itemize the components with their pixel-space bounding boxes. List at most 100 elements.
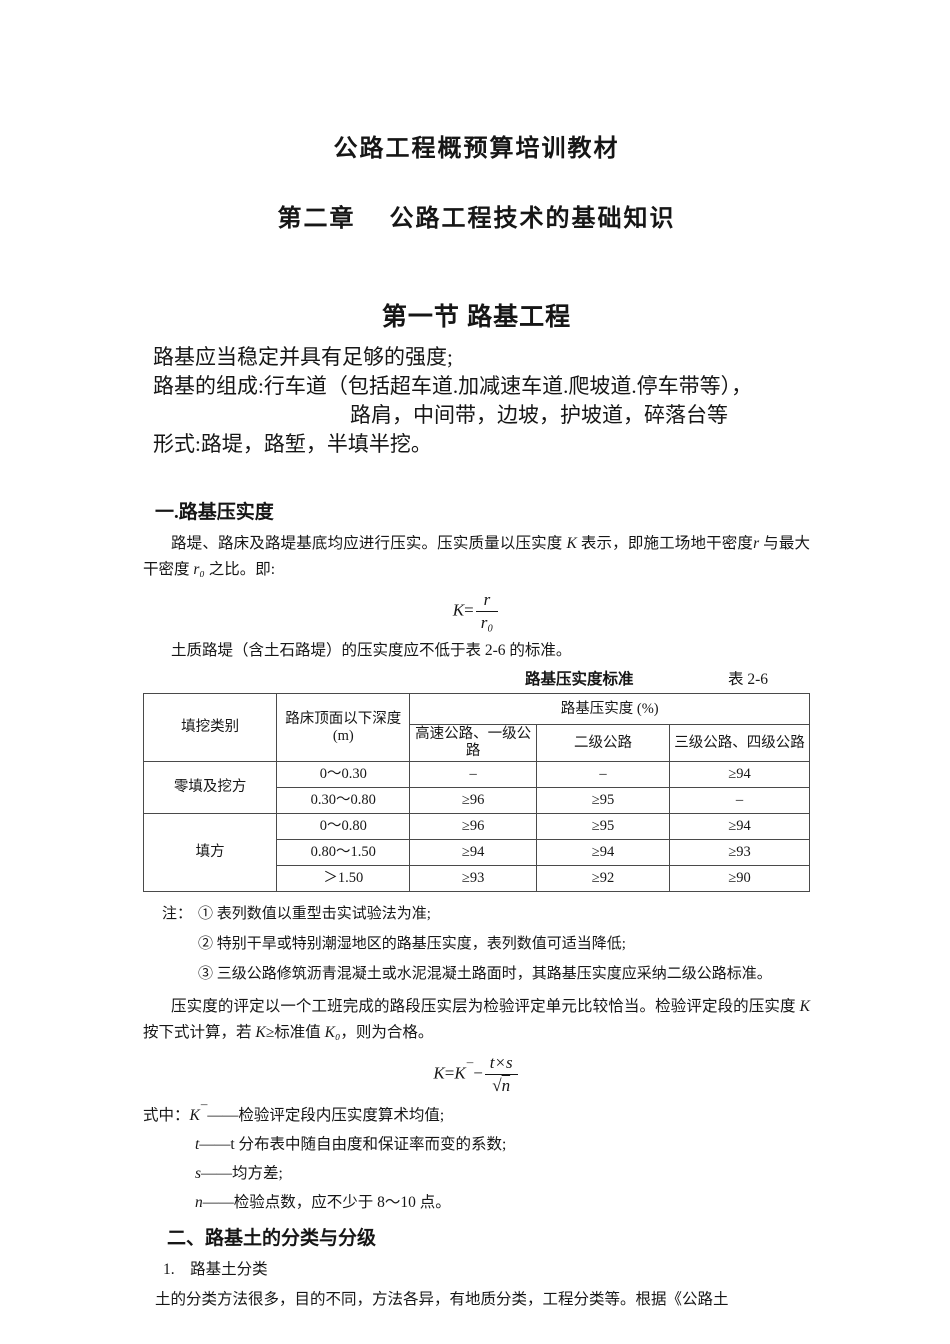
intro-line-1: 路基应当稳定并具有足够的强度;	[153, 345, 453, 369]
table-row: 填方 0～0.80 ≥96 ≥95 ≥94	[142, 813, 810, 892]
cell-value: ≥95	[535, 813, 671, 840]
th-compaction-group: 路基压实度 (%)	[409, 693, 810, 725]
table-caption-row: 路基压实度标准 表 2-6	[143, 669, 810, 691]
table-row: ＞1.50 ≥93 ≥92 ≥90	[144, 865, 810, 892]
table-notes: 注： ① 表列数值以重型击实试验法为准; ② 特别干旱或特别潮湿地区的路基压实度，…	[162, 899, 810, 989]
table-row: 零填及挖方 0～0.30 – – ≥94	[142, 761, 810, 814]
var-K: K	[799, 998, 810, 1015]
compaction-standard-table: 填挖类别 路床顶面以下深度 (m) 路基压实度 (%) 高速公路、一级公路 二级…	[142, 693, 810, 892]
intro-line-4: 形式:路堤，路堑，半填半挖。	[153, 432, 432, 456]
fraction-numerator: t×s	[484, 1053, 518, 1075]
where-label: 式中：	[143, 1107, 190, 1124]
table-row: 0.80～1.50 ≥94 ≥94 ≥93	[144, 839, 810, 866]
var-K: K	[255, 1024, 266, 1041]
cell-value: ≥94	[535, 839, 671, 866]
th-grade2: 二级公路	[535, 724, 671, 762]
cell-value: ≥96	[409, 813, 537, 840]
fraction-numerator: r	[475, 590, 499, 612]
intro-block: 路基应当稳定并具有足够的强度; 路基的组成:行车道（包括超车道.加减速车道.爬坡…	[153, 343, 810, 459]
formula-terms: 式中：K¯——检验评定段内压实度算术均值; t——t 分布表中随自由度和保证率而…	[143, 1101, 810, 1217]
table-caption: 路基压实度标准	[525, 671, 634, 688]
term-var: s	[195, 1165, 202, 1182]
document-content: 公路工程概预算培训教材 第二章 公路工程技术的基础知识 第一节 路基工程 路基应…	[142, 136, 810, 1313]
heading-compaction: 一.路基压实度	[155, 502, 274, 523]
cell-value: ≥96	[409, 787, 537, 814]
para-text: 路堤、路床及路堤基底均应进行压实。压实质量以压实度	[171, 535, 567, 552]
cell-value: –	[669, 787, 810, 814]
note-line-1: 注： ① 表列数值以重型击实试验法为准;	[162, 899, 810, 929]
note-label: 注：	[162, 906, 193, 922]
para-text: 之比。即:	[204, 561, 275, 578]
cell-value: ≥95	[535, 787, 671, 814]
macron-bar: ¯	[200, 1101, 208, 1117]
evaluation-paragraph: 压实度的评定以一个工班完成的路段压实层为检验评定单元比较恰当。检验评定段的压实度…	[143, 994, 810, 1046]
term-var: K	[189, 1107, 200, 1124]
equals-sign: =	[444, 1063, 455, 1083]
fraction-denominator: √n	[485, 1075, 518, 1096]
cell-category: 填方	[142, 813, 278, 892]
classification-paragraph: 土的分类方法很多，目的不同，方法各异，有地质分类，工程分类等。根据《公路土	[155, 1291, 729, 1308]
para-text: 压实度的评定以一个工班完成的路段压实层为检验评定单元比较恰当。检验评定段的压实度	[171, 998, 800, 1015]
cell-value: ≥94	[409, 839, 537, 866]
section-title: 第一节 路基工程	[381, 304, 572, 331]
cell-depth: ＞1.50	[276, 865, 411, 892]
doc-title: 公路工程概预算培训教材	[333, 136, 620, 162]
table-intro-paragraph: 土质路堤（含土石路堤）的压实度应不低于表 2-6 的标准。	[171, 642, 572, 659]
cell-value: ≥92	[535, 865, 671, 892]
var-r: r	[753, 535, 760, 552]
cell-depth: 0.80～1.50	[276, 839, 411, 866]
term-desc: ——检验点数，应不少于 8～10 点。	[202, 1194, 451, 1211]
cell-category: 零填及挖方	[142, 761, 278, 814]
term-var: n	[195, 1194, 203, 1211]
var-K0: K₀	[324, 1024, 341, 1041]
formula-k-ratio: K= r r₀	[143, 590, 810, 633]
cell-value: –	[409, 761, 537, 788]
para-text: ≥标准值	[265, 1024, 325, 1041]
th-depth: 路床顶面以下深度 (m)	[276, 693, 411, 762]
subheading-soil-types: 1. 路基土分类	[163, 1261, 268, 1278]
para-text: 表示，即施工场地干密度	[576, 535, 754, 552]
heading-soil-classification: 二、路基土的分类与分级	[167, 1228, 377, 1249]
term-line-3: s——均方差;	[143, 1159, 810, 1188]
intro-line-3: 路肩，中间带，边坡，护坡道，碎落台等	[350, 403, 728, 427]
formula-lhs: K	[452, 600, 465, 620]
term-line-4: n——检验点数，应不少于 8～10 点。	[143, 1188, 810, 1217]
fraction-denominator: r₀	[480, 613, 494, 632]
cell-value: ≥94	[669, 761, 810, 788]
var-n: n	[501, 1076, 511, 1095]
formula-lhs: K	[433, 1063, 445, 1083]
para-text: 按下式计算，若	[143, 1024, 256, 1041]
th-fill-type: 填挖类别	[142, 693, 278, 762]
formula-k-evaluation: K=K¯− t×s √n	[143, 1053, 810, 1096]
var-K: K	[566, 535, 577, 552]
para-text: ，则为合格。	[340, 1024, 434, 1041]
fraction: t×s √n	[484, 1053, 518, 1096]
cell-value: ≥90	[669, 865, 810, 892]
th-grade34: 三级公路、四级公路	[669, 724, 810, 762]
cell-value: ≥93	[409, 865, 537, 892]
intro-line-2: 路基的组成:行车道（包括超车道.加减速车道.爬坡道.停车带等），	[153, 374, 753, 398]
note-item: ① 表列数值以重型击实试验法为准;	[198, 906, 431, 922]
compaction-paragraph: 路堤、路床及路堤基底均应进行压实。压实质量以压实度 K 表示，即施工场地干密度r…	[143, 531, 810, 583]
radical-sign: √	[492, 1076, 502, 1095]
var-r0: r₀	[193, 561, 205, 578]
note-line-2: ② 特别干旱或特别潮湿地区的路基压实度，表列数值可适当降低;	[198, 936, 626, 952]
macron-bar: ¯	[466, 1059, 474, 1075]
var-K-mean: K	[454, 1063, 466, 1083]
cell-depth: 0.30～0.80	[276, 787, 411, 814]
fraction: r r₀	[475, 590, 499, 633]
cell-value: –	[535, 761, 671, 788]
term-desc: ——检验评定段内压实度算术均值;	[207, 1107, 445, 1124]
table-number: 表 2-6	[728, 671, 769, 688]
para-text: 与最大干密度	[143, 535, 810, 578]
equals-sign: =	[464, 600, 474, 620]
cell-value: ≥93	[669, 839, 810, 866]
term-line-2: t——t 分布表中随自由度和保证率而变的系数;	[143, 1130, 810, 1159]
cell-value: ≥94	[669, 813, 810, 840]
term-var: t	[195, 1136, 200, 1153]
cell-depth: 0～0.80	[276, 813, 411, 840]
chapter-title: 第二章 公路工程技术的基础知识	[277, 206, 676, 232]
term-desc: ——均方差;	[201, 1165, 283, 1182]
term-desc: ——t 分布表中随自由度和保证率而变的系数;	[199, 1136, 507, 1153]
